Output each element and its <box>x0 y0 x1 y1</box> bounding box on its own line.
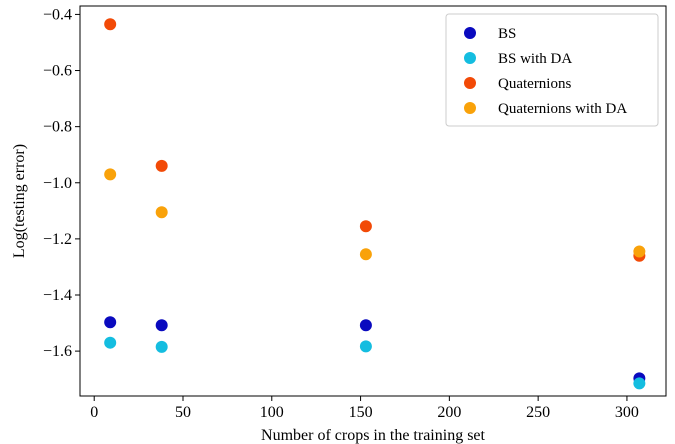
legend: BS BS with DA Quaternions Quaternions with … <box>445 13 659 127</box>
data-point-series-1 <box>633 377 646 390</box>
x-tick-label: 50 <box>175 404 191 421</box>
y-tick-label: −1.6 <box>43 343 72 360</box>
legend-marker <box>464 27 476 39</box>
data-point-series-0 <box>104 316 117 329</box>
legend-marker <box>464 52 476 64</box>
x-tick-label: 150 <box>349 404 373 421</box>
y-tick-label: −0.6 <box>43 63 72 80</box>
data-point-series-2 <box>155 159 168 172</box>
data-point-series-2 <box>359 220 372 233</box>
y-axis-ticks: −1.6 −1.4 −1.2 −1.0 −0.8 −0.6 −0.4 <box>43 6 80 360</box>
x-tick-label: 300 <box>615 404 639 421</box>
y-tick-label: −0.8 <box>43 119 72 136</box>
legend-label: Quaternions <box>498 76 571 92</box>
x-tick-label: 250 <box>526 404 550 421</box>
legend-marker <box>464 102 476 114</box>
x-tick-label: 100 <box>260 404 284 421</box>
x-axis-ticks: 0 50 100 150 200 250 300 <box>90 396 639 421</box>
x-tick-label: 0 <box>90 404 98 421</box>
plot-frame <box>79 5 667 397</box>
legend-marker <box>464 77 476 89</box>
data-point-series-3 <box>633 245 646 258</box>
legend-box <box>445 13 659 127</box>
data-point-series-1 <box>359 340 372 353</box>
data-point-series-3 <box>359 248 372 261</box>
data-point-series-0 <box>155 319 168 332</box>
data-point-series-1 <box>104 336 117 349</box>
x-axis-title: Number of crops in the training set <box>261 427 486 444</box>
legend-label: BS <box>498 26 516 42</box>
legend-label: Quaternions with DA <box>498 101 627 117</box>
data-point-series-1 <box>155 340 168 353</box>
y-tick-label: −1.4 <box>43 287 72 304</box>
data-point-series-3 <box>104 168 117 181</box>
y-tick-label: −0.4 <box>43 6 72 23</box>
y-tick-label: −1.2 <box>43 231 72 248</box>
data-point-series-2 <box>104 18 117 31</box>
legend-label: BS with DA <box>498 51 572 67</box>
y-tick-label: −1.0 <box>43 175 72 192</box>
data-point-series-3 <box>155 206 168 219</box>
data-point-series-0 <box>359 319 372 332</box>
y-axis-title: Log(testing error) <box>11 144 28 258</box>
x-tick-label: 200 <box>437 404 461 421</box>
data-points <box>104 18 646 390</box>
